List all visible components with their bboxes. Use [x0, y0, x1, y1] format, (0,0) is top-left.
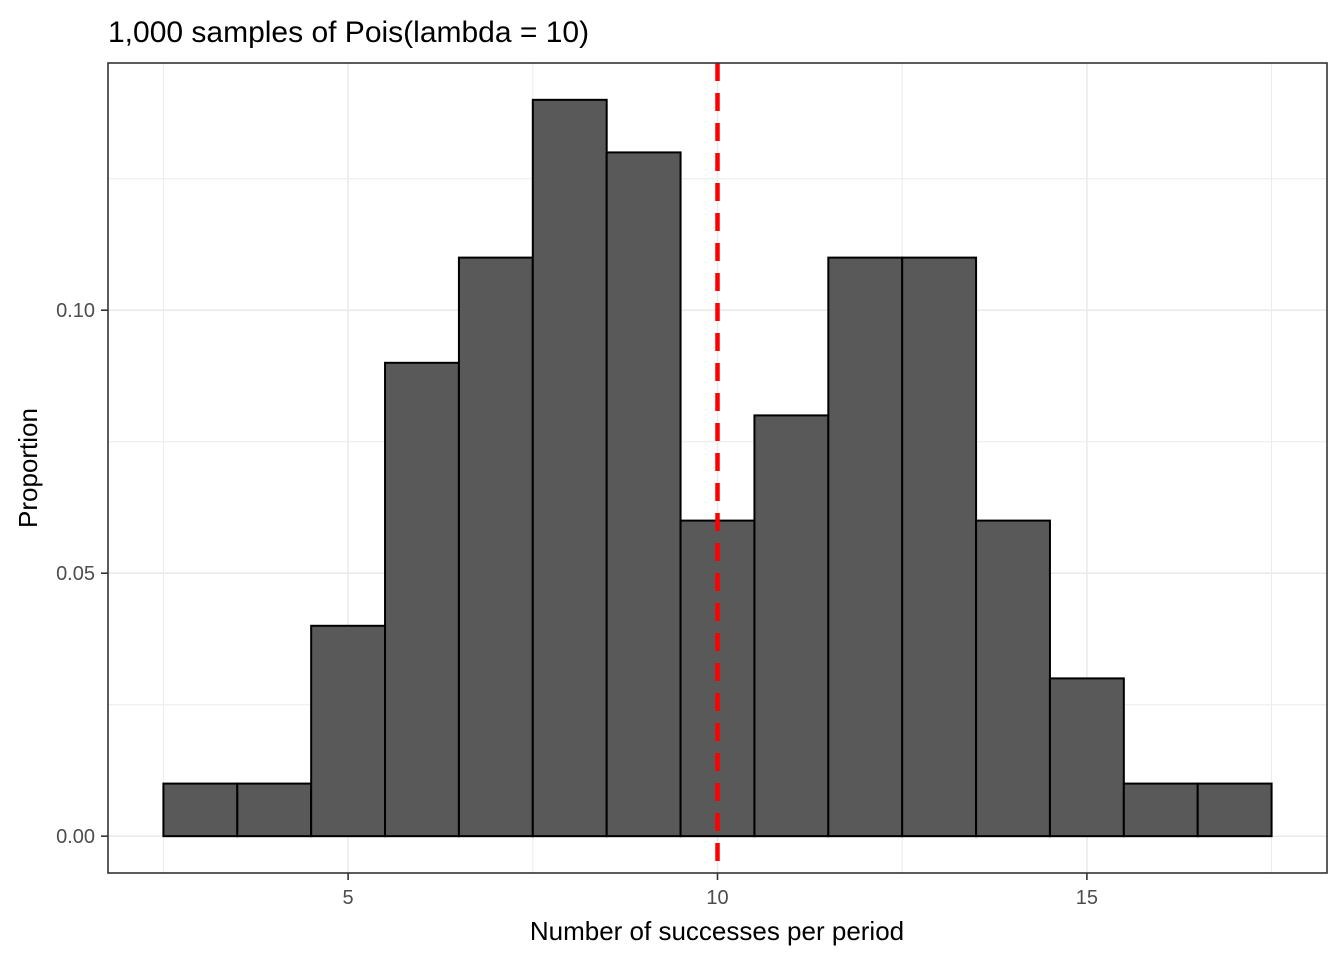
- histogram-bar: [310, 624, 387, 838]
- y-tick-label: 0.10: [56, 300, 95, 322]
- histogram-bar: [605, 151, 682, 838]
- x-tick-label: 10: [706, 887, 728, 909]
- y-axis-title: Proportion: [13, 408, 43, 528]
- x-tick-label: 5: [343, 887, 354, 909]
- histogram-bar: [975, 519, 1051, 838]
- chart-title: 1,000 samples of Pois(lambda = 10): [108, 16, 589, 49]
- histogram-bar: [457, 256, 534, 838]
- x-tick-label: 15: [1076, 887, 1098, 909]
- histogram-bar: [1122, 782, 1199, 838]
- histogram-bar: [531, 98, 608, 838]
- x-axis: 5 10 15: [343, 873, 1098, 909]
- histogram-bar: [827, 256, 904, 838]
- histogram-bar: [753, 414, 830, 838]
- histogram-bar: [1048, 677, 1125, 838]
- histogram-bar: [236, 782, 313, 838]
- x-axis-title: Number of successes per period: [530, 916, 904, 946]
- histogram-bar: [384, 361, 460, 838]
- y-axis: 0.00 0.05 0.10: [56, 300, 108, 848]
- histogram-bar: [1196, 782, 1273, 838]
- y-tick-label: 0.05: [56, 563, 95, 585]
- histogram-bar: [901, 256, 978, 838]
- histogram-bar: [162, 782, 239, 838]
- y-tick-label: 0.00: [56, 826, 95, 848]
